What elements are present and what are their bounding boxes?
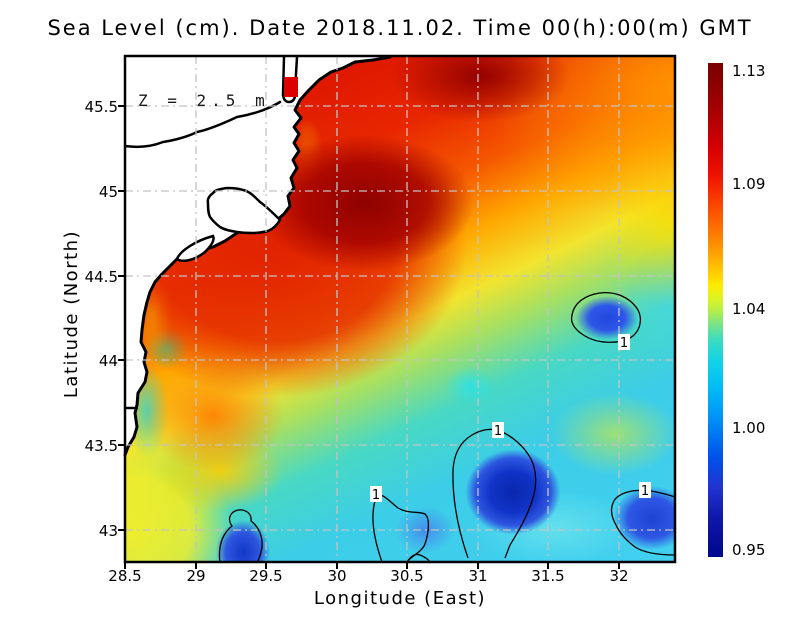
coastline [123, 55, 392, 457]
y-tick-label: 45 [98, 183, 118, 201]
x-tick-label: 30 [327, 567, 347, 585]
contour-labels: 1 1 1 1 [370, 334, 651, 503]
colorbar-tick-label: 1.04 [732, 300, 766, 318]
contour-small-southwest [218, 509, 263, 564]
x-tick-label: 30.5 [390, 567, 424, 585]
contour-main-low [452, 428, 537, 559]
x-tick-label: 31 [468, 567, 488, 585]
contour-label: 1 [641, 484, 649, 499]
land-area [125, 56, 390, 455]
colorbar [708, 63, 723, 557]
y-tick-label: 45.5 [84, 98, 118, 116]
contour-label: 1 [372, 488, 380, 503]
lagoon-outline-large [206, 186, 282, 235]
y-tick-label: 44 [98, 352, 118, 370]
colorbar-tick-label: 1.00 [732, 419, 766, 437]
contour-label: 1 [620, 336, 628, 351]
contour-southwest-lobe [372, 494, 430, 563]
x-tick-label: 32 [609, 567, 629, 585]
x-tick-label: 31.5 [531, 567, 565, 585]
contour-label: 1 [494, 424, 502, 439]
y-axis-title: Latitude (North) [61, 229, 82, 399]
colorbar-tick-label: 1.13 [732, 62, 766, 80]
colorbar-tick-label: 0.95 [732, 541, 766, 559]
contour-southeast-low [610, 489, 676, 556]
map-overlay: 1 1 1 1 [118, 54, 677, 569]
contour-lines-level-1 [218, 291, 676, 564]
x-axis-title: Longitude (East) [313, 588, 487, 609]
grid-lines [125, 56, 675, 562]
y-tick-label: 44.5 [84, 268, 118, 286]
contour-bottom-hump [406, 553, 431, 563]
colorbar-tick-label: 1.09 [732, 175, 766, 193]
delta-red-patch [284, 77, 298, 97]
danube-river [123, 100, 282, 149]
depth-annotation: Z = 2.5 m [138, 91, 270, 110]
x-tick-label: 29 [186, 567, 206, 585]
y-tick-label: 43 [98, 522, 118, 540]
lagoon-outline-small [175, 234, 215, 262]
plot-border [123, 54, 677, 564]
x-tick-label: 28.5 [108, 567, 142, 585]
contour-closed-eddy [570, 291, 641, 343]
y-tick-label: 43.5 [84, 437, 118, 455]
chart-title: Sea Level (cm). Date 2018.11.02. Time 00… [47, 16, 753, 40]
x-tick-label: 29.5 [249, 567, 283, 585]
